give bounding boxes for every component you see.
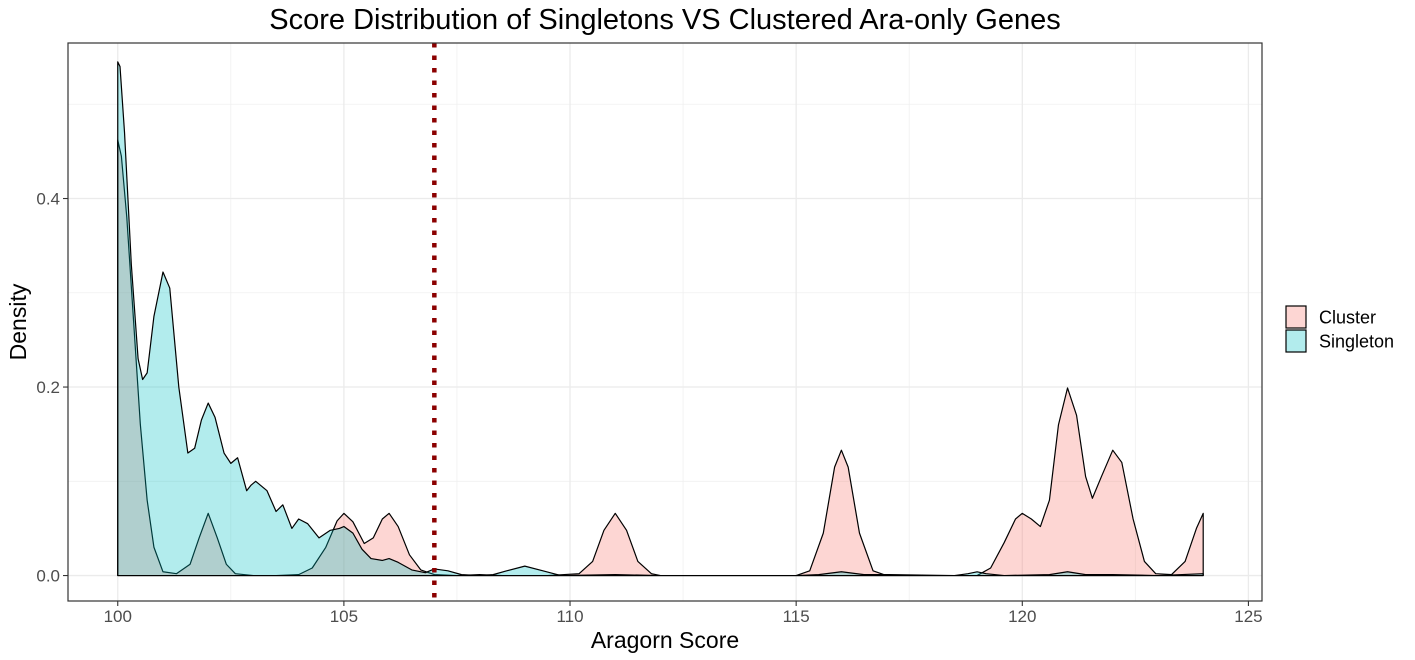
legend-key-singleton — [1285, 329, 1307, 353]
density-areas — [117, 61, 1204, 577]
legend-label-cluster: Cluster — [1319, 308, 1376, 328]
density-area-cluster — [117, 139, 1204, 577]
x-tick-label: 110 — [556, 607, 583, 626]
plot-background — [68, 43, 1262, 601]
x-tick-label: 105 — [330, 607, 358, 626]
plot-border — [67, 42, 1263, 602]
x-axis-title: Aragorn Score — [591, 627, 739, 653]
y-tick-label: 0.0 — [36, 567, 60, 586]
x-tick-label: 125 — [1234, 607, 1262, 626]
x-tick-label: 120 — [1008, 607, 1036, 626]
chart-title: Score Distribution of Singletons VS Clus… — [269, 4, 1060, 36]
y-tick-label: 0.4 — [36, 190, 60, 209]
legend: Cluster Singleton — [1285, 305, 1394, 353]
density-area-singleton — [117, 61, 1204, 577]
x-tick-label: 100 — [104, 607, 132, 626]
y-axis-ticks: 0.0 0.2 0.4 — [36, 190, 68, 586]
legend-label-singleton: Singleton — [1319, 332, 1394, 352]
x-tick-label: 115 — [783, 607, 810, 626]
y-axis-title: Density — [5, 283, 31, 360]
y-tick-label: 0.2 — [36, 378, 60, 397]
legend-key-cluster — [1285, 305, 1307, 329]
x-axis-ticks: 100 105 110 115 120 125 — [104, 601, 1263, 626]
